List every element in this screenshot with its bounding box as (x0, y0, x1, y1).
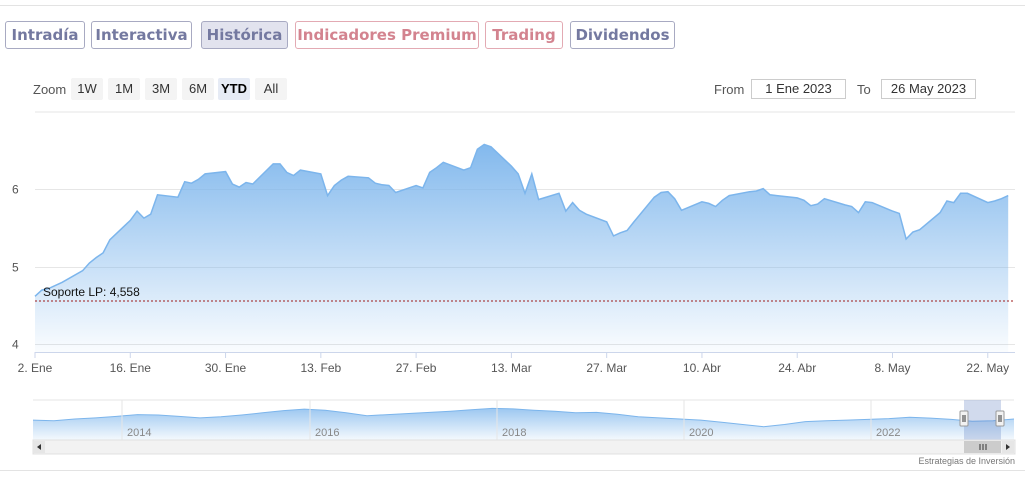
x-tick-label: 27. Feb (396, 361, 437, 375)
x-tick-label: 13. Feb (300, 361, 341, 375)
y-tick-label: 6 (12, 183, 19, 197)
scrollbar-thumb[interactable] (964, 441, 1001, 453)
x-tick-label: 24. Abr (778, 361, 816, 375)
tab-historica[interactable]: Histórica (201, 21, 288, 49)
tab-interactiva[interactable]: Interactiva (91, 21, 192, 49)
x-tick-label: 2. Ene (18, 361, 53, 375)
x-tick-label: 8. May (874, 361, 910, 375)
zoom-3m-button[interactable]: 3M (145, 78, 177, 100)
arrow-left-icon (37, 444, 41, 450)
zoom-1w-button[interactable]: 1W (71, 78, 103, 100)
zoom-1m-button[interactable]: 1M (108, 78, 140, 100)
from-label: From (714, 82, 745, 97)
to-label: To (857, 82, 871, 97)
arrow-right-icon (1006, 444, 1010, 450)
y-tick-label: 5 (12, 261, 19, 275)
tab-dividendos[interactable]: Dividendos (570, 21, 675, 49)
zoom-6m-button[interactable]: 6M (182, 78, 214, 100)
navigator-line (32, 407, 1015, 428)
bottom-divider (0, 470, 1025, 471)
navigator-area (33, 408, 1014, 440)
navigator-handle[interactable] (995, 410, 1005, 427)
zoom-label: Zoom (33, 82, 67, 97)
scroll-left-button[interactable] (33, 441, 45, 453)
navigator-year-label: 2022 (876, 427, 900, 439)
navigator-year-label: 2020 (689, 427, 713, 439)
navigator-year-label: 2014 (127, 427, 151, 439)
x-tick-label: 27. Mar (586, 361, 627, 375)
x-tick-label: 10. Abr (683, 361, 721, 375)
tab-indicadores-premium[interactable]: Indicadores Premium (295, 21, 479, 49)
x-tick-label: 16. Ene (110, 361, 152, 375)
x-tick-label: 22. May (966, 361, 1009, 375)
zoom-all-button[interactable]: All (255, 78, 287, 100)
x-tick-label: 30. Ene (205, 361, 247, 375)
navigator-year-label: 2018 (502, 427, 526, 439)
from-date-input[interactable]: 1 Ene 2023 (751, 79, 846, 99)
x-tick-label: 13. Mar (491, 361, 532, 375)
scrollbar-track[interactable] (32, 439, 1016, 455)
tab-intradia[interactable]: Intradía (5, 21, 85, 49)
series-line (34, 143, 1009, 297)
navigator-handle[interactable] (959, 410, 969, 427)
top-divider (0, 5, 1025, 6)
series-area (35, 144, 1009, 352)
navigator-year-label: 2016 (315, 427, 339, 439)
tab-trading[interactable]: Trading (485, 21, 563, 49)
chart-credit: Estrategias de Inversión (918, 456, 1015, 466)
scroll-right-button[interactable] (1002, 441, 1014, 453)
support-label: Soporte LP: 4,558 (43, 285, 140, 299)
zoom-ytd-button[interactable]: YTD (218, 78, 250, 100)
y-tick-label: 4 (12, 338, 19, 352)
to-date-input[interactable]: 26 May 2023 (881, 79, 976, 99)
navigator-selection[interactable] (964, 400, 1001, 440)
